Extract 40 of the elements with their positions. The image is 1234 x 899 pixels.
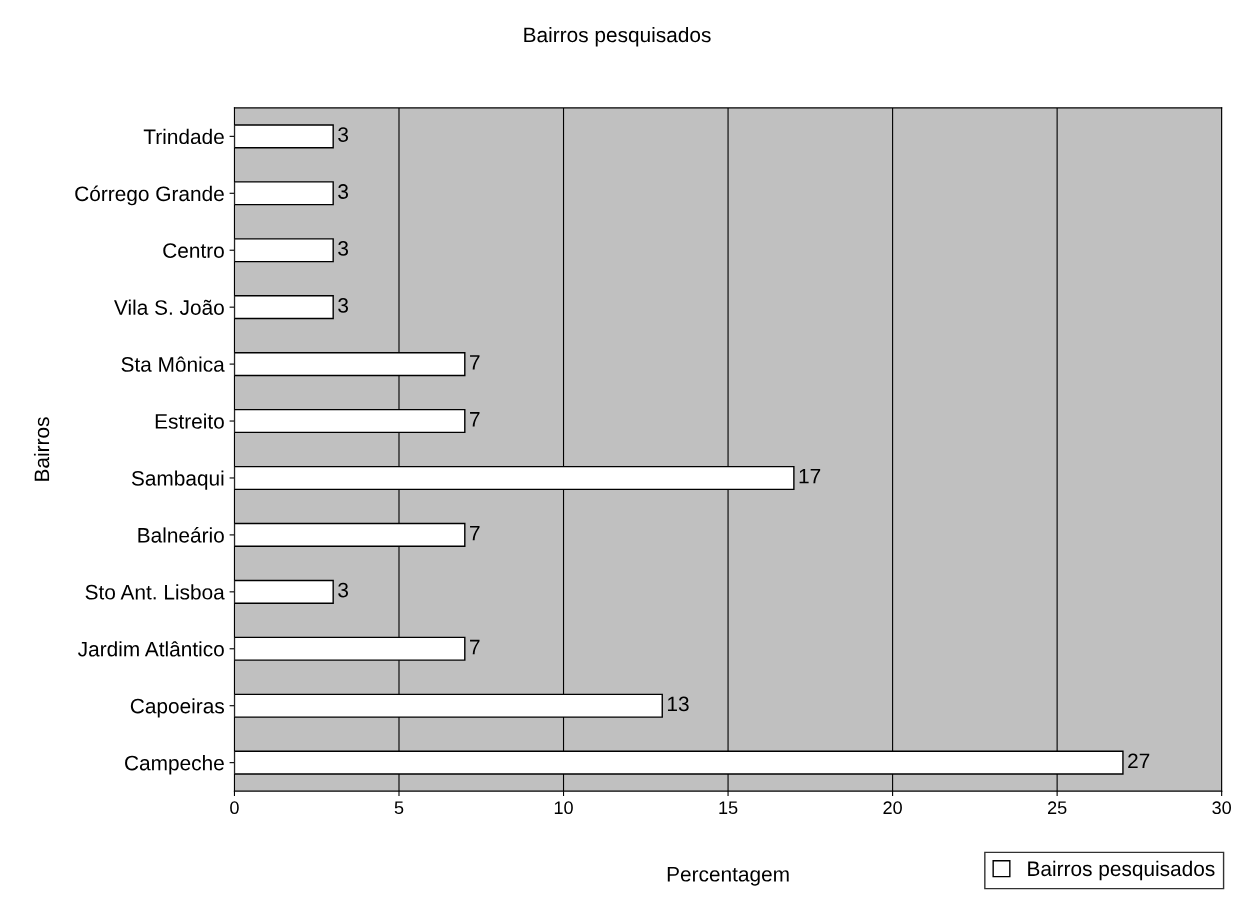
y-tick-label: Balneário [138, 527, 224, 543]
data-label: 17 [799, 469, 821, 484]
chart-title: Bairros pesquisados [524, 26, 711, 47]
data-label: 7 [470, 525, 480, 541]
x-tick-label: 5 [394, 801, 404, 815]
data-label: 3 [338, 184, 349, 199]
data-label: 7 [470, 639, 480, 655]
data-label: 3 [338, 298, 349, 313]
x-tick-label: 25 [1047, 801, 1067, 815]
data-label: 3 [338, 127, 349, 142]
y-tick-label: Córrego Grande [75, 185, 224, 206]
bar [234, 579, 334, 604]
x-tick-label: 10 [554, 801, 573, 815]
bar [234, 238, 334, 263]
x-tick-label: 15 [719, 801, 738, 815]
data-label: 13 [668, 696, 689, 712]
data-label: 7 [470, 355, 480, 370]
y-tick-label: Jardim Atlântico [78, 641, 224, 657]
bar [234, 181, 334, 206]
bar [234, 295, 334, 320]
legend-label: Bairros pesquisados [1028, 860, 1215, 881]
x-tick-label: 20 [883, 801, 902, 815]
x-tick-label: 30 [1212, 801, 1231, 815]
x-tick-label: 0 [230, 801, 239, 815]
y-tick-label: Estreito [155, 413, 224, 429]
data-label: 3 [338, 241, 349, 256]
data-label: 3 [338, 582, 349, 598]
bar [234, 124, 334, 149]
y-axis-title: Bairros [33, 417, 50, 481]
y-tick-label: Capoeiras [130, 698, 224, 718]
y-tick-label: Sto Ant. Lisboa [85, 584, 225, 600]
y-tick-label: Vila S. João [114, 299, 224, 315]
y-tick-label: Campeche [125, 755, 224, 775]
x-axis-title: Percentagem [667, 867, 789, 886]
y-tick-label: Sta Mônica [121, 356, 225, 372]
y-tick-label: Sambaqui [131, 470, 224, 490]
y-tick-label: Trindade [143, 128, 224, 145]
data-label: 27 [1128, 753, 1150, 769]
y-tick-label: Centro [163, 243, 224, 258]
data-label: 7 [470, 412, 480, 427]
